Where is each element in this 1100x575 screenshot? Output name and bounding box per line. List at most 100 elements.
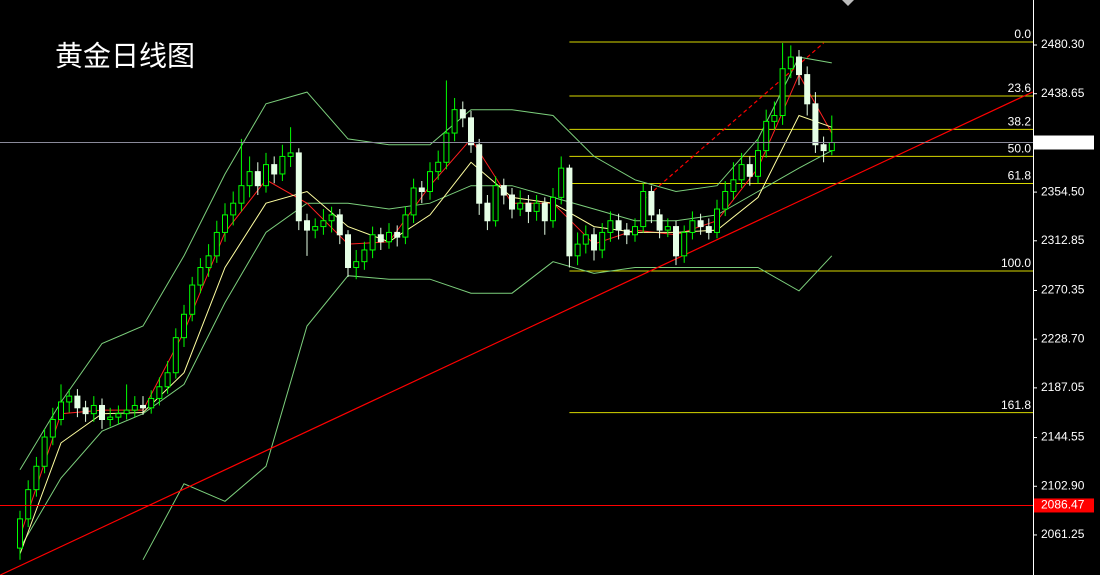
- candle-body: [492, 185, 499, 222]
- plot-area: 0.0 23.6 38.2 50.0 61.8 100.0 161.8: [0, 27, 1033, 575]
- candle-body: [271, 164, 278, 175]
- candle-body: [279, 155, 286, 175]
- scroll-marker: [842, 0, 854, 6]
- candle-body: [377, 234, 384, 243]
- candle-body: [755, 150, 761, 177]
- candle-body: [123, 409, 130, 415]
- candle-body: [517, 202, 524, 210]
- candle-body: [451, 109, 458, 134]
- candle-body: [386, 231, 392, 243]
- candle-body: [443, 132, 450, 163]
- candle-body: [591, 234, 597, 251]
- price-label-box: [1034, 498, 1094, 513]
- candle-body: [131, 404, 138, 411]
- y-tick-label: 2102.90: [1041, 478, 1085, 492]
- candle-body: [525, 202, 532, 212]
- indicator-line: [19, 150, 833, 549]
- candle-body: [90, 404, 97, 415]
- candle-body: [164, 372, 171, 388]
- indicator-line: [142, 255, 833, 561]
- candle-body: [345, 234, 351, 269]
- candle-body: [304, 220, 310, 231]
- candle-body: [566, 167, 573, 257]
- candle-body: [58, 401, 64, 420]
- candle-body: [140, 404, 146, 409]
- candle-body: [230, 202, 237, 216]
- candle-body: [246, 171, 253, 187]
- candle-body: [295, 152, 302, 222]
- candle-body: [796, 56, 802, 76]
- y-tick-label: 2312.85: [1041, 233, 1085, 247]
- candle-body: [804, 74, 811, 105]
- fib-label: 61.8: [1008, 169, 1032, 183]
- y-tick-label: 2144.55: [1041, 430, 1085, 444]
- candle-body: [812, 103, 819, 146]
- candle-body: [25, 489, 32, 520]
- candle-body: [410, 187, 417, 216]
- price-label: 2396.91: [1041, 135, 1085, 149]
- candle-body: [599, 231, 606, 251]
- candle-body: [107, 416, 114, 420]
- candle-body: [115, 413, 122, 418]
- candle-body: [172, 337, 179, 374]
- candle-body: [156, 386, 163, 399]
- candle-body: [17, 518, 23, 549]
- candle-body: [287, 152, 294, 157]
- candle-body: [189, 284, 196, 315]
- candle-body: [197, 267, 204, 286]
- candle-body: [714, 208, 720, 233]
- candle-body: [336, 214, 343, 236]
- fib-label: 23.6: [1008, 81, 1032, 95]
- y-tick-label: 2438.65: [1041, 86, 1085, 100]
- candle-body: [484, 202, 491, 222]
- fib-label: 0.0: [1014, 27, 1031, 41]
- candle-body: [468, 117, 474, 146]
- candle-body: [99, 404, 105, 420]
- candle-body: [509, 194, 515, 210]
- candle-body: [632, 226, 638, 236]
- candle-body: [238, 185, 245, 204]
- candle-body: [394, 231, 401, 238]
- y-tick-label: 2354.50: [1041, 184, 1085, 198]
- candle-body: [459, 109, 466, 119]
- candle-body: [402, 214, 409, 238]
- candle-body: [66, 395, 73, 403]
- candle-body: [49, 418, 56, 438]
- candle-body: [148, 397, 155, 409]
- candle-body: [779, 68, 786, 117]
- candle-body: [730, 179, 737, 193]
- indicator-line: [19, 56, 832, 471]
- candle-body: [353, 261, 360, 269]
- fib-label: 100.0: [1001, 256, 1031, 270]
- candle-body: [500, 185, 507, 196]
- candle-body: [361, 249, 368, 263]
- candle-body: [705, 226, 712, 233]
- candle-body: [476, 144, 483, 204]
- candle-body: [435, 161, 442, 173]
- candle-body: [74, 395, 81, 409]
- candle-body: [41, 436, 48, 467]
- candle-body: [254, 171, 261, 187]
- candle-body: [550, 196, 556, 222]
- candle-body: [664, 226, 671, 231]
- candle-body: [623, 229, 630, 236]
- candle-body: [320, 220, 327, 228]
- y-tick-label: 2228.70: [1041, 331, 1085, 345]
- y-tick-label: 2270.35: [1041, 283, 1085, 297]
- candle-body: [541, 202, 548, 222]
- candle-body: [615, 220, 622, 231]
- candle-body: [213, 231, 220, 257]
- candle-body: [722, 191, 729, 210]
- candle-body: [656, 214, 663, 231]
- candle-body: [33, 465, 40, 491]
- fib-label: 161.8: [1001, 398, 1031, 412]
- candle-body: [558, 167, 565, 198]
- candle-body: [427, 171, 433, 193]
- chart-title: 黄金日线图: [55, 40, 195, 71]
- candle-body: [648, 191, 655, 216]
- candle-body: [205, 255, 212, 269]
- candle-body: [328, 214, 335, 222]
- candle-body: [828, 142, 835, 152]
- candle-body: [820, 144, 827, 152]
